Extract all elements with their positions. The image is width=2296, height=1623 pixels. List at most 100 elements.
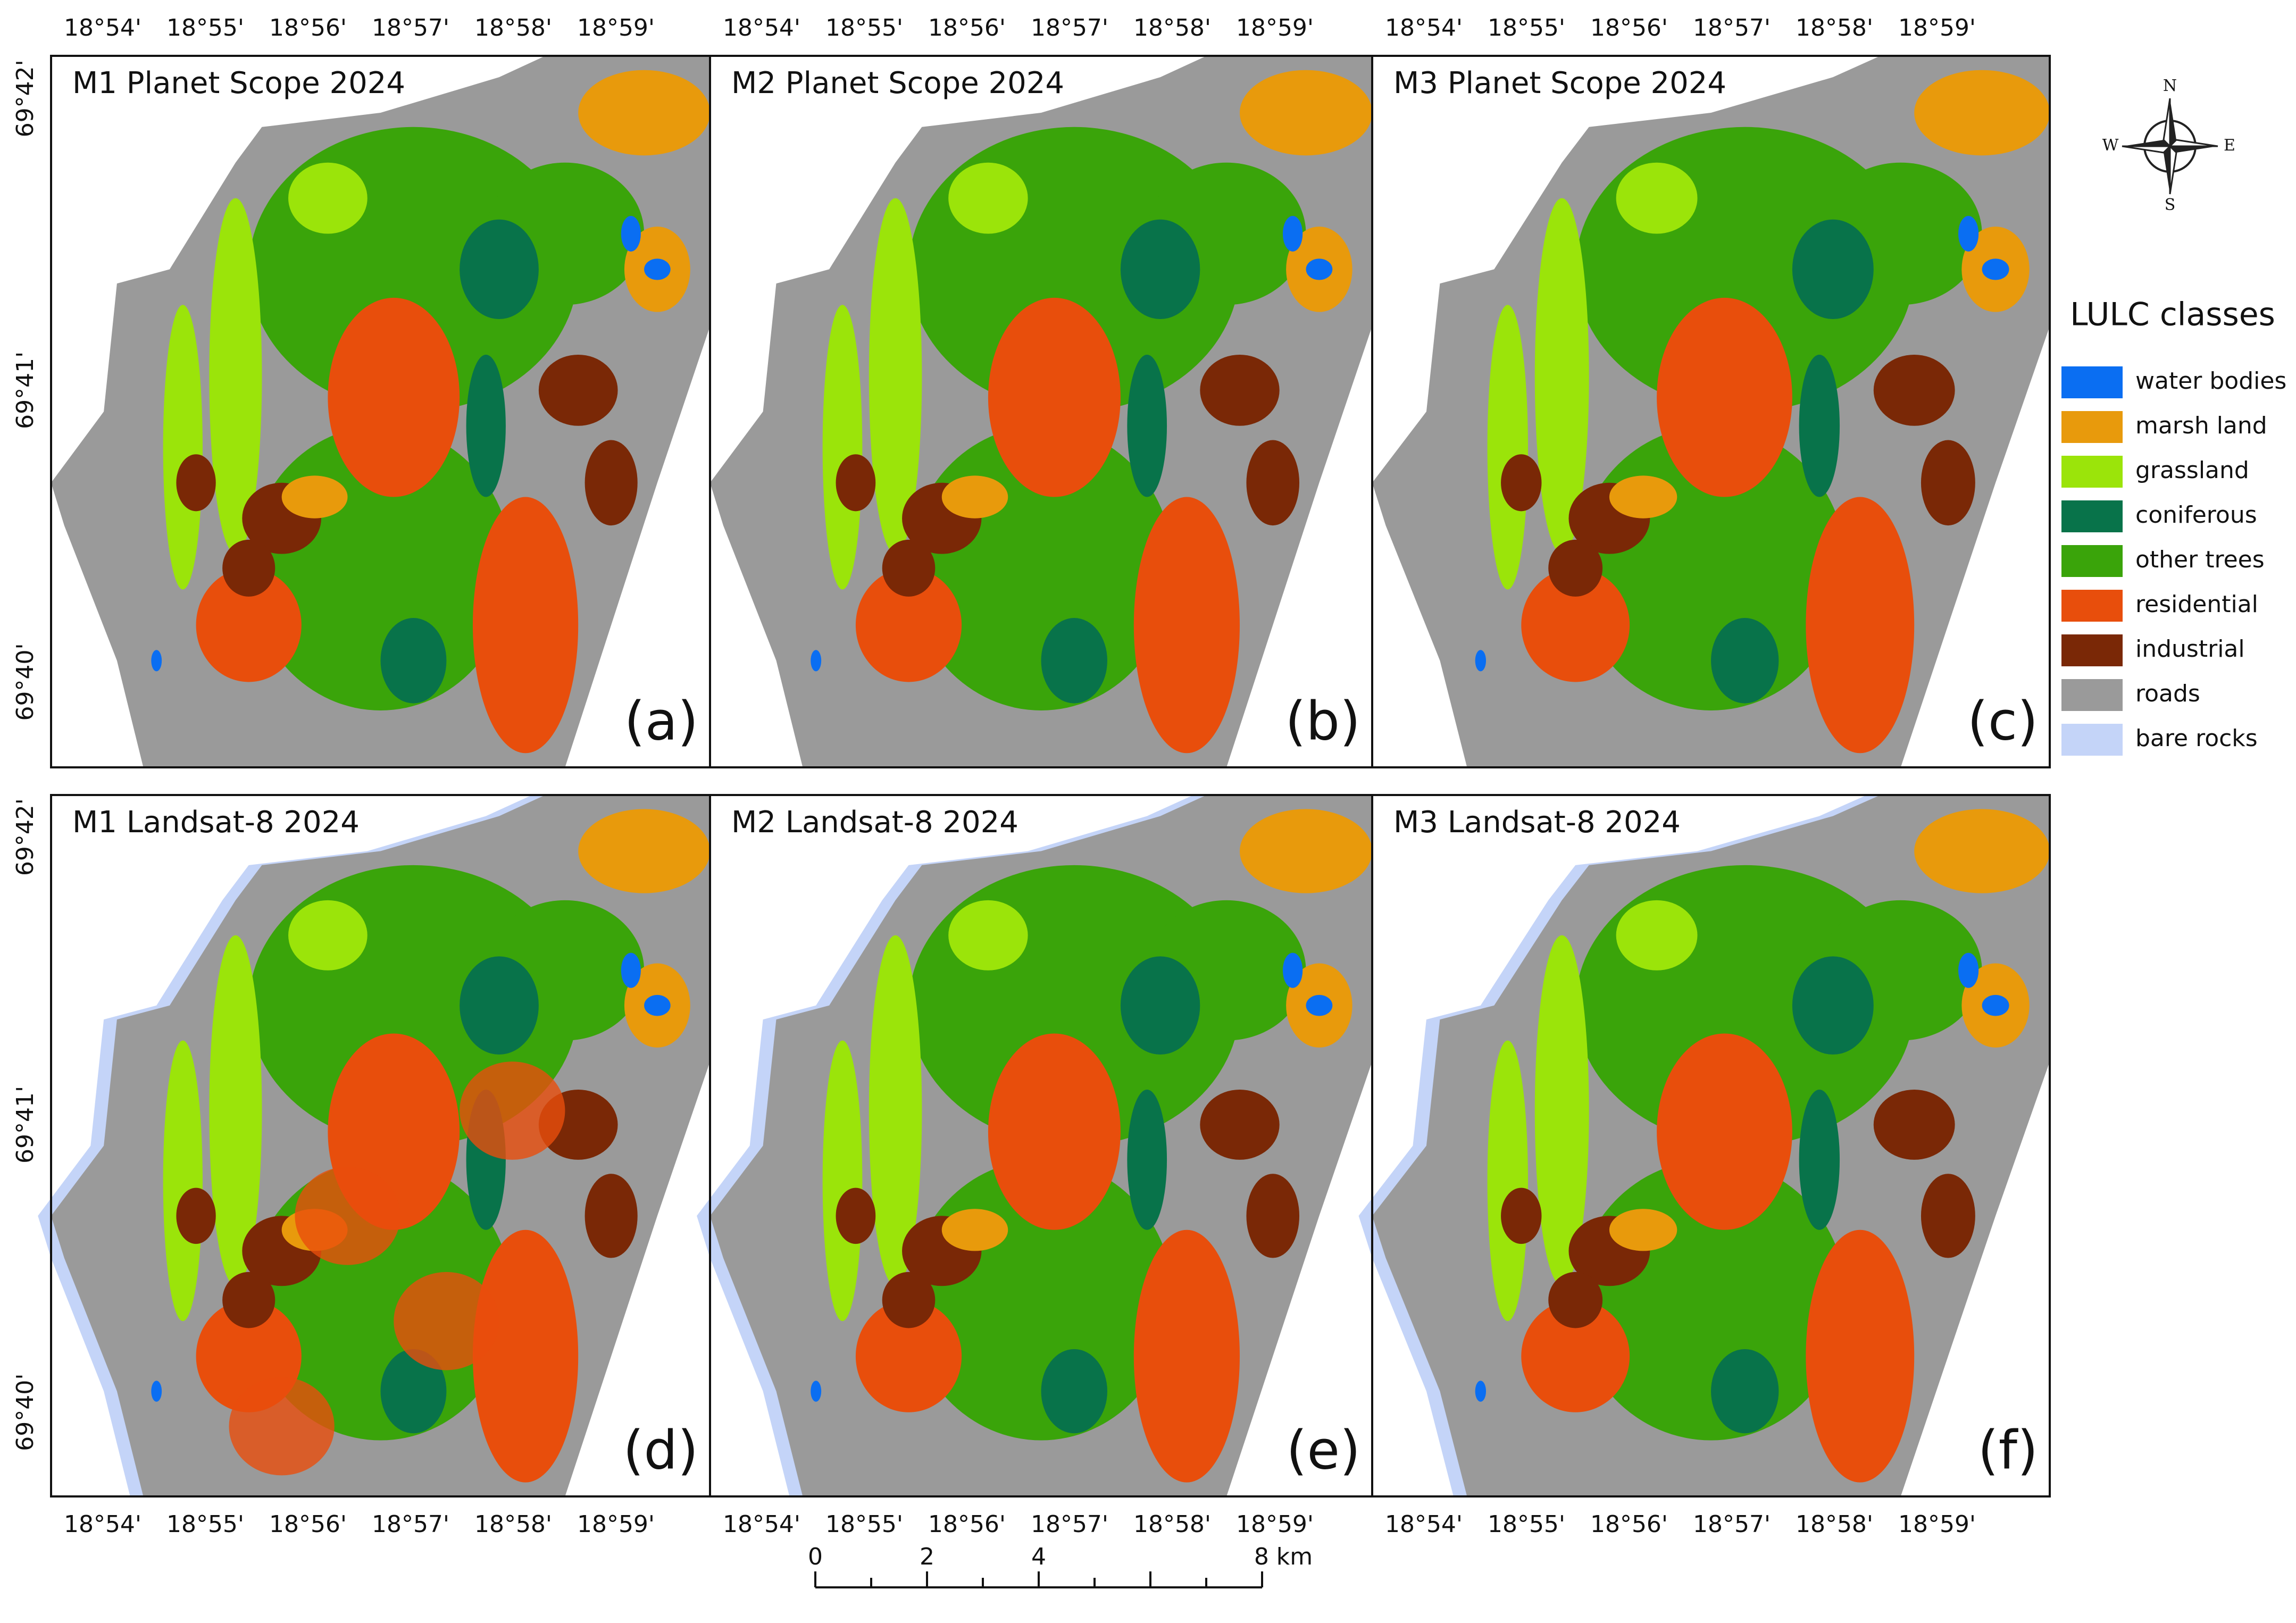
longitude-label: 18°58' xyxy=(1796,14,1873,41)
compass-n: N xyxy=(2163,77,2177,95)
legend-label: coniferous xyxy=(2135,501,2257,529)
longitude-label: 18°55' xyxy=(825,1511,903,1538)
legend-swatch xyxy=(2061,590,2123,622)
legend-title: LULC classes xyxy=(2070,296,2275,333)
legend-label: other trees xyxy=(2135,546,2265,573)
land-cover-patch xyxy=(394,1271,499,1370)
land-cover-patch xyxy=(1616,900,1698,971)
land-cover-patch xyxy=(585,1174,638,1258)
land-cover-patch xyxy=(1982,258,2009,280)
land-cover-patch xyxy=(1792,219,1874,320)
land-cover-patch xyxy=(1616,162,1698,234)
map-panel: M1 Landsat-8 2024 (d) xyxy=(38,794,711,1497)
longitude-label: 18°58' xyxy=(1133,1511,1211,1538)
panel-letter: (c) xyxy=(1967,690,2038,752)
legend-swatch xyxy=(2061,456,2123,488)
land-cover-patch xyxy=(1133,497,1240,754)
land-cover-patch xyxy=(466,354,506,497)
panel-letter: (b) xyxy=(1285,690,1360,752)
land-cover-patch xyxy=(1534,198,1589,554)
land-cover-patch xyxy=(1534,935,1589,1286)
longitude-label: 18°55' xyxy=(825,14,903,41)
land-cover-patch xyxy=(941,475,1008,518)
land-cover-patch xyxy=(578,809,710,893)
longitude-label: 18°57' xyxy=(372,1511,449,1538)
longitude-label: 18°59' xyxy=(1898,14,1976,41)
land-cover-patch xyxy=(1609,475,1677,518)
land-cover-patch xyxy=(578,70,710,156)
land-cover-patch xyxy=(222,1271,275,1328)
longitude-label: 18°59' xyxy=(1236,1511,1314,1538)
land-cover-patch xyxy=(1041,618,1107,704)
land-cover-patch xyxy=(1041,1349,1107,1434)
land-cover-patch xyxy=(1548,1271,1603,1328)
land-cover-patch xyxy=(1921,1174,1975,1258)
land-cover-patch xyxy=(176,1187,216,1244)
legend-swatch xyxy=(2061,679,2123,711)
land-cover-patch xyxy=(1873,354,1955,426)
land-cover-patch xyxy=(1240,809,1372,893)
land-cover-patch xyxy=(1799,1089,1840,1230)
land-cover-patch xyxy=(151,1381,162,1402)
land-cover-patch xyxy=(163,305,203,590)
land-cover-patch xyxy=(1958,952,1979,988)
land-cover-patch xyxy=(460,219,539,320)
longitude-label: 18°58' xyxy=(1796,1511,1873,1538)
longitude-label: 18°56' xyxy=(269,14,347,41)
longitude-label: 18°57' xyxy=(1693,14,1771,41)
land-cover-patch xyxy=(1306,994,1333,1016)
land-cover-patch xyxy=(1282,952,1303,988)
land-cover-patch xyxy=(1282,216,1303,252)
land-cover-patch xyxy=(281,475,348,518)
panel-title: M2 Planet Scope 2024 xyxy=(731,66,1064,101)
land-cover-patch xyxy=(585,440,638,526)
land-cover-patch xyxy=(380,618,447,704)
land-cover-patch xyxy=(328,297,460,497)
compass-s: S xyxy=(2165,196,2176,214)
land-cover-patch xyxy=(380,1349,447,1434)
longitude-label: 18°57' xyxy=(1031,1511,1108,1538)
land-cover xyxy=(811,70,1372,754)
land-cover-patch xyxy=(1133,1229,1240,1483)
land-cover-patch xyxy=(882,539,936,597)
land-cover-patch xyxy=(1521,568,1630,682)
longitude-label: 18°57' xyxy=(1693,1511,1771,1538)
panel-letter: (f) xyxy=(1978,1419,2038,1481)
legend-label: residential xyxy=(2135,591,2258,618)
land-cover-patch xyxy=(811,1381,822,1402)
map-panel: M1 Planet Scope 2024 (a) xyxy=(50,55,711,768)
scale-bar-label: 0 xyxy=(808,1543,823,1570)
longitude-label: 18°56' xyxy=(1590,1511,1668,1538)
longitude-label: 18°54' xyxy=(723,1511,800,1538)
legend-label: roads xyxy=(2135,680,2200,707)
land-cover-patch xyxy=(176,454,216,512)
longitude-label: 18°54' xyxy=(1385,14,1463,41)
longitude-label: 18°56' xyxy=(1590,14,1668,41)
land-cover-patch xyxy=(1914,70,2050,156)
land-cover-patch xyxy=(988,1033,1121,1230)
land-cover-patch xyxy=(1548,539,1603,597)
latitude-label: 69°42' xyxy=(12,798,39,876)
land-cover xyxy=(151,809,710,1483)
panel-title: M1 Planet Scope 2024 xyxy=(72,66,405,101)
longitude-label: 18°59' xyxy=(577,1511,655,1538)
land-cover-patch xyxy=(460,956,539,1055)
land-cover-patch xyxy=(1982,994,2009,1016)
land-cover-patch xyxy=(822,305,863,590)
land-cover-patch xyxy=(621,216,641,252)
legend-label: industrial xyxy=(2135,635,2245,663)
land-cover-patch xyxy=(1120,956,1200,1055)
land-cover-patch xyxy=(1921,440,1975,526)
scale-bar-label: 4 xyxy=(1031,1543,1046,1570)
panel-letter: (d) xyxy=(623,1419,698,1481)
longitude-label: 18°54' xyxy=(1385,1511,1463,1538)
land-cover-patch xyxy=(163,1040,203,1321)
land-cover xyxy=(1475,809,2050,1483)
land-cover-patch xyxy=(855,568,962,682)
panel-frame xyxy=(1371,794,2051,1497)
map-panel: M2 Planet Scope 2024 (b) xyxy=(709,55,1373,768)
land-cover-patch xyxy=(1127,354,1167,497)
land-cover-patch xyxy=(538,354,618,426)
land-cover-patch xyxy=(460,1061,565,1160)
land-cover-patch xyxy=(1501,454,1542,512)
